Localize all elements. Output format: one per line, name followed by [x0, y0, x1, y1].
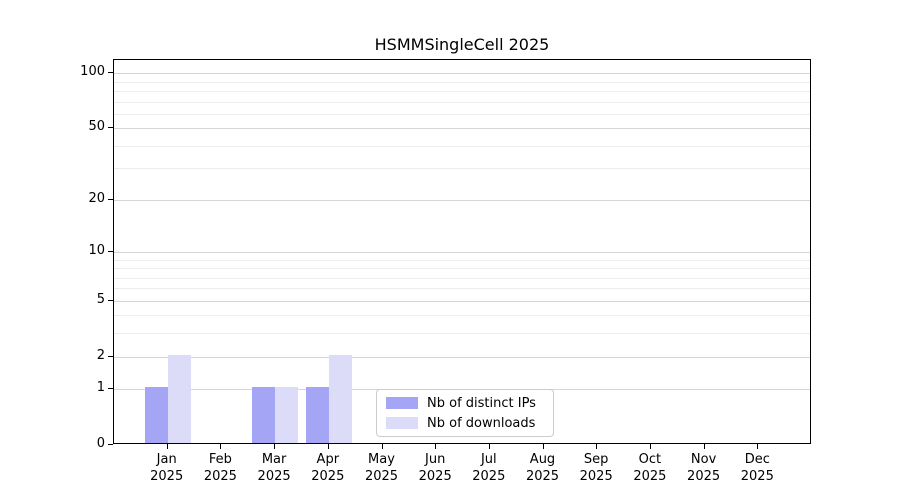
y-tick-label: 5	[96, 291, 105, 307]
y-tick-mark	[108, 127, 113, 129]
gridline-minor	[114, 81, 810, 83]
x-tick-year: 2025	[472, 469, 506, 484]
y-tick-mark	[108, 444, 113, 445]
x-tick-month: Jun	[425, 452, 446, 467]
legend-swatch-distinct-ips	[386, 397, 418, 409]
x-tick-label: Apr 2025	[298, 451, 358, 485]
y-tick-mark	[108, 299, 113, 301]
x-tick-mark	[757, 444, 759, 449]
gridline-minor	[114, 288, 810, 290]
gridline-minor	[114, 277, 810, 279]
x-tick-label: Oct 2025	[620, 451, 680, 485]
x-tick-year: 2025	[203, 469, 237, 484]
bar-distinct-ips-apr	[305, 387, 329, 443]
gridline-major	[114, 73, 810, 75]
x-tick-label: Jan 2025	[137, 451, 197, 485]
x-tick-month: Sep	[583, 452, 609, 467]
gridline-minor	[114, 91, 810, 92]
x-tick-label: Aug 2025	[513, 451, 573, 485]
x-tick-year: 2025	[687, 469, 721, 484]
gridline-major	[114, 251, 810, 253]
x-tick-label: Feb 2025	[190, 451, 250, 485]
gridline-major	[114, 128, 810, 130]
x-tick-label: May 2025	[352, 451, 412, 485]
gridline-minor	[114, 113, 810, 115]
x-tick-mark	[542, 444, 544, 449]
x-tick-month: Jan	[156, 452, 177, 467]
x-tick-year: 2025	[740, 469, 774, 484]
x-tick-year: 2025	[311, 469, 345, 484]
y-tick-mark	[108, 250, 113, 252]
x-tick-year: 2025	[150, 469, 184, 484]
x-tick-month: Oct	[638, 452, 662, 467]
x-tick-month: May	[368, 452, 395, 467]
x-tick-mark	[435, 444, 437, 449]
x-tick-year: 2025	[364, 469, 399, 484]
bar-distinct-ips-mar	[252, 387, 276, 443]
x-tick-year: 2025	[525, 469, 560, 484]
x-tick-label: Nov 2025	[674, 451, 734, 485]
gridline-minor	[114, 145, 810, 147]
x-tick-label: Dec 2025	[727, 451, 787, 485]
legend-label-distinct-ips: Nb of distinct IPs	[427, 395, 536, 411]
x-tick-mark	[649, 444, 651, 449]
y-tick-mark	[108, 355, 113, 357]
x-tick-year: 2025	[257, 469, 291, 484]
gridline-major	[114, 199, 810, 201]
x-tick-month: Mar	[261, 452, 287, 467]
y-tick-label: 2	[96, 347, 105, 363]
x-tick-label: Sep 2025	[566, 451, 626, 485]
x-tick-mark	[488, 444, 490, 449]
x-tick-mark	[596, 444, 598, 449]
gridline-minor	[114, 101, 810, 103]
y-tick-mark	[108, 72, 113, 74]
legend: Nb of distinct IPs Nb of downloads	[376, 389, 554, 437]
plot-area	[113, 59, 811, 444]
legend-swatch-downloads	[386, 417, 418, 429]
x-tick-month: Aug	[529, 452, 556, 467]
gridline-minor	[114, 333, 810, 335]
gridline-major	[114, 300, 810, 302]
legend-label-downloads: Nb of downloads	[427, 415, 536, 431]
bar-distinct-ips-jan	[144, 387, 168, 443]
legend-item-downloads: Nb of downloads	[386, 416, 544, 431]
x-tick-year: 2025	[579, 469, 613, 484]
x-tick-month: Nov	[690, 452, 717, 467]
legend-item-distinct-ips: Nb of distinct IPs	[386, 396, 544, 411]
gridline-major	[114, 356, 810, 358]
y-tick-label: 0	[96, 436, 105, 451]
y-tick-label: 20	[88, 190, 105, 206]
x-tick-month: Feb	[208, 452, 232, 467]
y-tick-label: 1	[96, 380, 105, 396]
x-tick-mark	[166, 444, 168, 449]
gridline-minor	[114, 259, 810, 261]
x-tick-mark	[703, 444, 705, 449]
bar-downloads-mar	[275, 387, 299, 443]
gridline-minor	[114, 268, 810, 269]
x-tick-month: Dec	[744, 452, 770, 467]
x-tick-month: Jul	[480, 452, 497, 467]
x-tick-mark	[327, 444, 329, 449]
x-tick-year: 2025	[633, 469, 667, 484]
y-tick-label: 10	[88, 242, 105, 258]
gridline-minor	[114, 315, 810, 317]
x-tick-label: Jun 2025	[405, 451, 465, 485]
x-tick-mark	[220, 444, 222, 449]
x-tick-month: Apr	[316, 452, 340, 467]
bar-downloads-apr	[328, 354, 352, 443]
y-tick-label: 50	[88, 119, 105, 135]
gridline-minor	[114, 168, 810, 170]
x-tick-year: 2025	[418, 469, 452, 484]
x-tick-label: Jul 2025	[459, 451, 519, 485]
bar-downloads-jan	[167, 354, 191, 443]
chart-title: HSMMSingleCell 2025	[374, 35, 550, 54]
y-tick-label: 100	[80, 64, 105, 80]
x-tick-mark	[274, 444, 276, 449]
x-tick-mark	[381, 444, 383, 449]
x-tick-label: Mar 2025	[244, 451, 304, 485]
y-tick-mark	[108, 388, 113, 390]
y-tick-mark	[108, 198, 113, 200]
